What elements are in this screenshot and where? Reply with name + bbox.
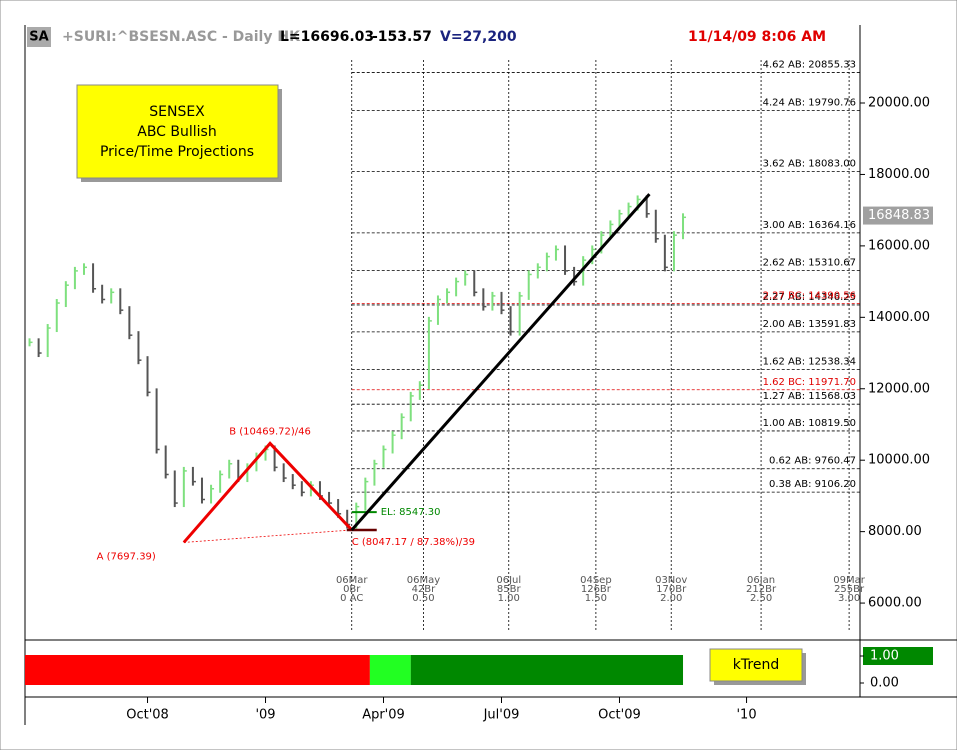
- time-projection-label: 126Br: [581, 584, 612, 595]
- level-label: 2.27 AB: 14346.25: [763, 292, 856, 303]
- time-projection-label: 04Sep: [580, 575, 612, 586]
- last: L=16696.03: [280, 29, 374, 45]
- change: -153.57: [372, 29, 432, 45]
- ktrend-value-box: [863, 647, 933, 665]
- symbol-badge: SA: [29, 30, 48, 45]
- x-tick-label: '10: [736, 708, 756, 723]
- level-label: 4.62 AB: 20855.33: [763, 59, 856, 70]
- level-label: 2.62 AB: 15310.67: [763, 258, 856, 269]
- time-projection-label: 42Br: [412, 584, 437, 595]
- x-tick-label: Apr'09: [362, 708, 405, 723]
- time-projection-label: 170Br: [656, 584, 687, 595]
- y-tick-label: 8000.00: [868, 524, 922, 539]
- level-label: 1.62 BC: 11971.70: [763, 377, 856, 388]
- time-projection-label: 3.00: [838, 593, 860, 604]
- entry-label: EL: 8547.30: [381, 507, 441, 518]
- time-projection-label: 06Mar: [336, 575, 368, 586]
- level-label: 4.24 AB: 19790.76: [763, 97, 856, 108]
- level-label: 1.27 AB: 11568.03: [763, 391, 856, 402]
- symbol: +SURI:^BSESN.ASC - Daily HK: [62, 29, 301, 45]
- y-tick-label: 14000.00: [868, 310, 930, 325]
- y-tick-label: 20000.00: [868, 96, 930, 111]
- time-projection-label: 2.00: [660, 593, 682, 604]
- y-tick-label: 18000.00: [868, 167, 930, 182]
- time-projection-label: 06Jul: [496, 575, 521, 586]
- time-projection-label: 09Mar: [833, 575, 865, 586]
- ktrend-segment: [369, 655, 411, 685]
- title-line: Price/Time Projections: [100, 144, 254, 160]
- time-projection-label: 0 AC: [340, 593, 363, 604]
- level-label: 1.62 AB: 12538.34: [763, 357, 856, 368]
- time-projection-label: 1.50: [585, 593, 607, 604]
- level-label: 0.38 AB: 9106.20: [769, 479, 856, 490]
- time-projection-label: 255Br: [834, 584, 865, 595]
- ktrend-segment: [25, 655, 370, 685]
- time-projection-label: 03Nov: [655, 575, 687, 586]
- level-label: 1.00 AB: 10819.50: [763, 418, 856, 429]
- time-projection-label: 2.50: [750, 593, 772, 604]
- y-tick-label: 12000.00: [868, 381, 930, 396]
- volume: V=27,200: [440, 29, 517, 45]
- last-price-label: 16848.83: [868, 208, 930, 223]
- time-projection-label: 0Br: [343, 584, 361, 595]
- pivot-label: A (7697.39): [97, 551, 156, 562]
- pivot-label: B (10469.72)/46: [229, 426, 311, 437]
- level-label: 3.00 AB: 16364.16: [763, 220, 856, 231]
- x-tick-label: Jul'09: [483, 708, 520, 723]
- trendline: [350, 193, 651, 531]
- ktrend-tick-label: 0.00: [870, 676, 899, 691]
- time-projection-label: 85Br: [497, 584, 522, 595]
- title-box: [76, 84, 279, 179]
- level-label: 3.62 AB: 18083.00: [763, 158, 856, 169]
- x-tick-label: Oct'09: [598, 708, 641, 723]
- y-tick-label: 6000.00: [868, 596, 922, 611]
- x-tick-label: Oct'08: [126, 708, 169, 723]
- level-label: 2.27 BC: 14390.56: [763, 290, 856, 301]
- level-label: 2.00 AB: 13591.83: [763, 319, 856, 330]
- time-projection-label: 06Jan: [747, 575, 775, 586]
- ktrend-label: kTrend: [733, 657, 779, 673]
- time-projection-label: 0.50: [412, 593, 434, 604]
- x-tick-label: '09: [255, 708, 275, 723]
- abc-pattern: [182, 441, 353, 544]
- ktrend-segment: [410, 655, 684, 685]
- title-line: SENSEX: [149, 104, 205, 120]
- time-projection-label: 06May: [407, 575, 440, 586]
- last-price-box: [863, 206, 933, 225]
- ktrend-tick-label: 1.00: [870, 649, 899, 664]
- title-line: ABC Bullish: [137, 124, 216, 140]
- y-tick-label: 10000.00: [868, 453, 930, 468]
- timestamp: 11/14/09 8:06 AM: [688, 29, 826, 45]
- pivot-label: C (8047.17 / 87.38%)/39: [352, 537, 475, 548]
- level-label: 0.62 AB: 9760.47: [769, 456, 856, 467]
- symbol-badge-bg: [27, 27, 51, 47]
- ktrend-label-box: [709, 648, 803, 682]
- time-projection-label: 1.00: [498, 593, 520, 604]
- y-tick-label: 16000.00: [868, 238, 930, 253]
- ac-line: [183, 529, 352, 543]
- time-projection-label: 212Br: [746, 584, 777, 595]
